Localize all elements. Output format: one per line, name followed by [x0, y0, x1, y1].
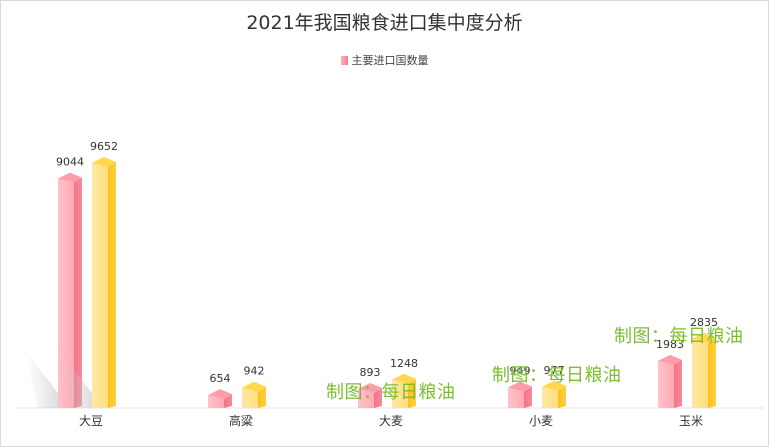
bar-大麦-1-front: [392, 379, 408, 408]
bar-玉米-0-front: [658, 360, 674, 408]
bar-小麦-0-cap: [508, 381, 532, 392]
watermark-2: 制图：每日粮油: [492, 365, 622, 386]
bar-大麦-1-side: [408, 378, 416, 408]
legend: 主要进口国数量: [0, 52, 769, 68]
bar-小麦-1-cap: [542, 380, 566, 391]
watermark-3: 制图：每日粮油: [614, 326, 744, 347]
bar-shadow: [24, 348, 60, 408]
bar-小麦-1-side: [558, 385, 566, 408]
bar-大豆-0-cap: [58, 172, 82, 183]
data-label-玉米-1: 2835: [690, 316, 718, 329]
bar-shadow: [58, 348, 94, 408]
bar-大豆-1-front: [92, 162, 108, 408]
bar-小麦-1-front: [542, 386, 558, 408]
watermark-1: 制图：每日粮油: [326, 382, 456, 403]
data-label-小麦-1: 977: [544, 364, 565, 377]
data-label-高粱-1: 942: [244, 365, 265, 378]
bar-大豆-0-side: [74, 177, 82, 408]
bar-大麦-1-cap: [392, 373, 416, 384]
bar-大豆-0-front: [58, 178, 74, 408]
bar-玉米-0-side: [674, 359, 682, 408]
bar-高粱-0-cap: [208, 389, 232, 400]
category-label-大豆: 大豆: [79, 414, 103, 428]
data-label-大麦-1: 1248: [390, 357, 418, 370]
data-label-小麦-0: 949: [510, 365, 531, 378]
bar-玉米-1-front: [692, 338, 708, 408]
bar-小麦-0-front: [508, 387, 524, 408]
category-label-高粱: 高粱: [229, 413, 253, 428]
data-label-高粱-0: 654: [210, 372, 231, 385]
category-label-玉米: 玉米: [679, 414, 703, 428]
bar-玉米-1-side: [708, 337, 716, 408]
bar-高粱-0-front: [208, 395, 224, 408]
data-label-玉米-0: 1983: [656, 338, 684, 351]
chart-title: 2021年我国粮食进口集中度分析: [246, 12, 523, 34]
bar-高粱-0-side: [224, 394, 232, 408]
bar-大豆-1-side: [108, 161, 116, 408]
legend-swatch: [340, 56, 348, 65]
category-label-小麦: 小麦: [529, 414, 553, 428]
data-label-大豆-0: 9044: [56, 156, 84, 169]
category-label-大麦: 大麦: [379, 414, 403, 428]
bar-高粱-1-cap: [242, 381, 266, 392]
bar-大豆-1-cap: [92, 156, 116, 167]
data-label-大豆-1: 9652: [90, 140, 118, 153]
bar-大麦-0-front: [358, 388, 374, 408]
bar-大麦-0-side: [374, 387, 382, 408]
bar-玉米-1-cap: [692, 332, 716, 343]
data-label-大麦-0: 893: [360, 366, 381, 379]
bar-小麦-0-side: [524, 386, 532, 408]
legend-label: 主要进口国数量: [351, 54, 429, 67]
bar-高粱-1-side: [258, 386, 266, 408]
bar-玉米-0-cap: [658, 354, 682, 365]
bar-大麦-0-cap: [358, 382, 382, 393]
bar-高粱-1-front: [242, 387, 258, 408]
